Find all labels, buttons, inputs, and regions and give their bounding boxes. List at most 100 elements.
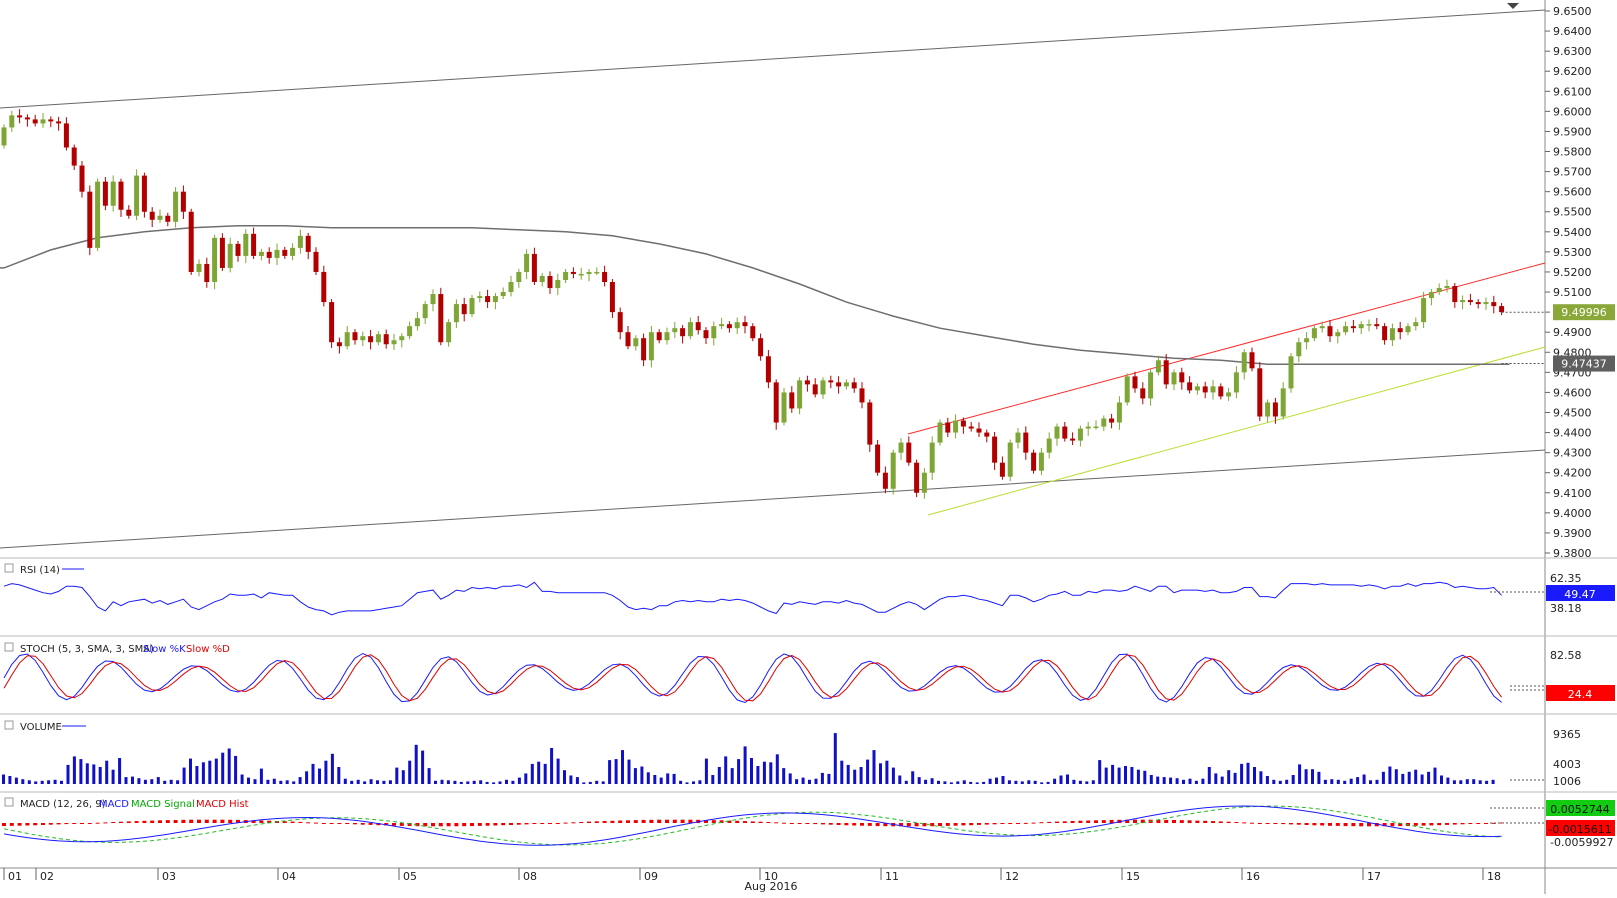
volume-bar <box>698 780 702 784</box>
volume-bar <box>1033 780 1037 784</box>
volume-bar <box>692 781 695 784</box>
price-tick-label: 9.3900 <box>1553 527 1592 540</box>
volume-toggle-icon[interactable] <box>4 720 14 730</box>
candle-up <box>508 282 514 293</box>
macd-hist-bar <box>1289 823 1293 825</box>
candle-down <box>266 251 272 258</box>
volume-bar <box>1323 779 1327 784</box>
volume-bar <box>614 759 618 784</box>
stoch-toggle-icon[interactable] <box>4 642 14 652</box>
macd-hist-bar <box>1359 823 1364 827</box>
macd-hist-bar <box>220 819 225 823</box>
macd-hist-bar <box>56 823 61 825</box>
price-tick-label: 9.4400 <box>1553 427 1592 440</box>
price-tick-label: 9.5900 <box>1553 125 1592 138</box>
rsi-toggle-icon[interactable] <box>4 563 14 573</box>
volume-bar <box>601 781 605 784</box>
candle-down <box>71 147 77 166</box>
rsi-title: RSI (14) <box>20 565 60 576</box>
macd-hist-bar <box>610 820 615 823</box>
macd-hist-bar <box>953 823 958 826</box>
macd-hist-bar <box>914 823 919 827</box>
volume-bar <box>253 779 257 784</box>
macd-hist-bar <box>1070 821 1075 823</box>
volume-bar <box>762 761 766 784</box>
macd-hist-bar <box>1000 823 1005 824</box>
candle-up <box>1 127 7 146</box>
candle-down <box>235 243 241 256</box>
volume-bar <box>369 779 373 784</box>
macd-toggle-icon[interactable] <box>4 797 14 807</box>
candle-up <box>1319 326 1325 329</box>
candle-down <box>968 426 974 429</box>
volume-bar <box>1491 779 1495 784</box>
candle-down <box>1132 376 1138 389</box>
macd-hist-badge <box>1546 820 1615 836</box>
macd-hist-bar <box>329 823 334 824</box>
volume-bar <box>1472 779 1476 784</box>
macd-hist-bar <box>665 819 669 823</box>
macd-hist-bar <box>1367 823 1371 827</box>
candle-up <box>297 235 303 248</box>
date-label: 11 <box>885 870 899 883</box>
macd-hist-bar <box>501 823 506 826</box>
macd-hist-bar <box>189 819 194 823</box>
macd-hist-bar <box>48 823 53 825</box>
macd-hist-bar <box>173 820 178 823</box>
macd-hist-bar <box>1421 823 1426 826</box>
volume-bar <box>711 775 715 784</box>
macd-legend-hist: MACD Hist <box>196 799 249 810</box>
stoch-k-line <box>3 652 1502 704</box>
candle-down <box>102 181 108 206</box>
candle-up <box>1038 452 1044 471</box>
volume-bar <box>1188 778 1192 784</box>
date-label: 12 <box>1005 870 1019 883</box>
volume-bar <box>446 780 450 784</box>
candle-up <box>469 298 475 315</box>
current-price-badge-bg <box>1553 304 1615 321</box>
volume-title: VOLUME <box>20 722 62 733</box>
candle-down <box>79 165 85 192</box>
volume-bar <box>47 780 51 784</box>
macd-hist-bar <box>540 823 545 824</box>
candle-up <box>578 273 584 276</box>
volume-bar <box>962 780 966 784</box>
candle-up <box>1194 386 1200 391</box>
price-tick-label: 9.5400 <box>1553 226 1592 239</box>
candle-down <box>828 380 834 383</box>
volume-bar <box>1414 769 1418 784</box>
candle-down <box>789 392 795 409</box>
date-label: 02 <box>40 870 54 883</box>
date-axis: 01 02 03 04 05 08 09 10 11 12 15 16 17 18 <box>3 868 1501 883</box>
candle-down <box>641 338 647 361</box>
macd-hist-bar <box>298 821 303 823</box>
macd-hist-bar <box>977 823 981 825</box>
candle-down <box>149 211 155 220</box>
volume-bar <box>853 769 857 784</box>
candle-down <box>1218 386 1224 397</box>
candle-up <box>1007 442 1013 477</box>
price-tick-label: 9.4500 <box>1553 406 1592 419</box>
macd-hist-bar <box>1203 820 1208 823</box>
candle-up <box>40 119 46 124</box>
macd-hist-bar <box>1445 823 1449 825</box>
macd-hist-bar <box>969 823 974 826</box>
volume-bar <box>1040 782 1044 784</box>
volume-bar <box>988 778 992 784</box>
candle-up <box>797 380 803 409</box>
volume-bar <box>337 767 341 784</box>
stoch-current-badge <box>1546 685 1615 701</box>
volume-bar <box>27 780 31 784</box>
volume-bar <box>556 758 560 784</box>
macd-hist-bar <box>1226 821 1231 823</box>
volume-bar <box>1356 777 1360 784</box>
macd-hist-bar <box>1039 822 1044 824</box>
candle-up <box>1124 376 1130 403</box>
volume-bar <box>1452 780 1456 784</box>
resistance-trendline <box>907 262 1546 435</box>
macd-hist-bar <box>1094 820 1098 823</box>
macd-hist-bar <box>1031 822 1036 824</box>
scroll-down-arrow-icon[interactable] <box>1507 3 1519 9</box>
date-label: 08 <box>523 870 537 883</box>
macd-hist-bar <box>867 823 872 826</box>
